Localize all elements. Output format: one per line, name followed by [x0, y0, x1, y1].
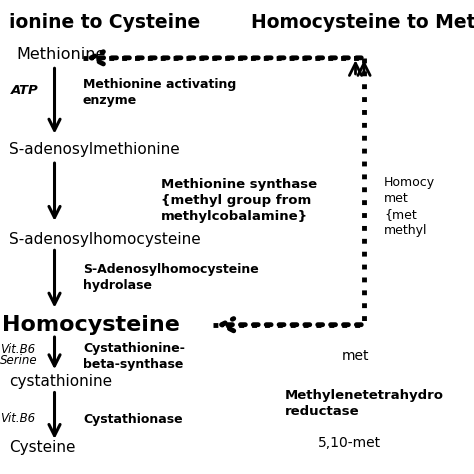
Text: Serine: Serine	[0, 354, 37, 367]
Text: S-adenosylhomocysteine: S-adenosylhomocysteine	[9, 232, 201, 247]
Text: cystathionine: cystathionine	[9, 374, 113, 389]
Text: Homocysteine to Met: Homocysteine to Met	[251, 13, 474, 32]
Text: Cystathionase: Cystathionase	[83, 413, 182, 426]
Text: Vit.B6: Vit.B6	[0, 411, 35, 425]
Text: Methionine activating
enzyme: Methionine activating enzyme	[83, 78, 236, 107]
Text: S-Adenosylhomocysteine
hydrolase: S-Adenosylhomocysteine hydrolase	[83, 263, 259, 292]
Text: ionine to Cysteine: ionine to Cysteine	[9, 13, 201, 32]
Text: Cystathionine-
beta-synthase: Cystathionine- beta-synthase	[83, 342, 185, 371]
Text: Methionine synthase
{methyl group from
methylcobalamine}: Methionine synthase {methyl group from m…	[161, 178, 317, 222]
Text: ATP: ATP	[10, 83, 38, 97]
Text: met: met	[341, 349, 369, 364]
Text: Methylenetetrahydro
reductase: Methylenetetrahydro reductase	[284, 389, 443, 419]
Text: Homocy
met
{met
methyl: Homocy met {met methyl	[384, 176, 435, 237]
Text: Vit.B6: Vit.B6	[0, 343, 35, 356]
Text: Methionine: Methionine	[17, 47, 106, 62]
Text: S-adenosylmethionine: S-adenosylmethionine	[9, 142, 180, 157]
Text: Cysteine: Cysteine	[9, 440, 76, 456]
Text: Homocysteine: Homocysteine	[2, 315, 180, 335]
Text: 5,10-met: 5,10-met	[318, 436, 381, 450]
